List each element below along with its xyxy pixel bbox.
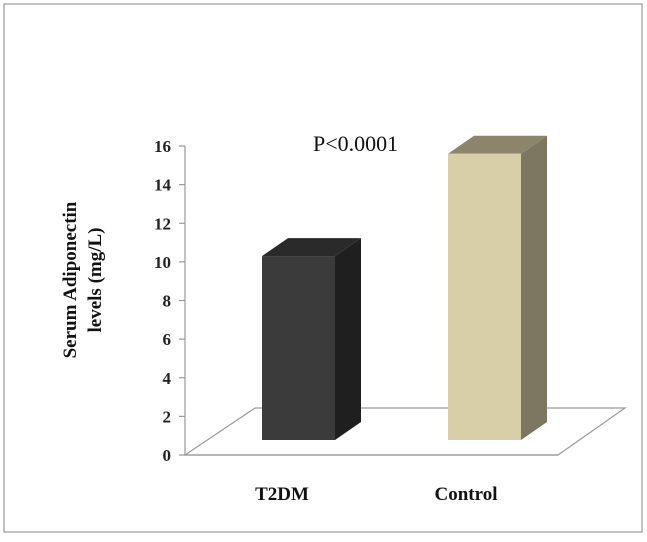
bar-front-face: [262, 256, 335, 440]
bar-top-face: [262, 238, 361, 257]
bar-t2dm: [262, 238, 361, 440]
bar-side-face: [335, 238, 361, 440]
y-tick-label: 0: [163, 446, 172, 465]
y-tick-label: 16: [154, 137, 171, 156]
y-tick-label: 14: [154, 176, 172, 195]
bar-top-face: [448, 135, 547, 154]
bar-side-face: [521, 135, 547, 440]
y-axis-label: Serum Adiponectin levels (mg/L): [60, 201, 106, 358]
y-tick-label: 8: [163, 292, 172, 311]
bar-control: [448, 135, 547, 440]
y-tick-label: 6: [163, 330, 172, 349]
p-value-annotation: P<0.0001: [313, 131, 398, 156]
y-axis: 0 2 4 6 8 10 12 14 16: [154, 137, 186, 465]
y-axis-label-line: Serum Adiponectin: [60, 201, 81, 358]
y-tick-label: 4: [163, 369, 172, 388]
y-tick-label: 10: [154, 253, 171, 272]
chart-floor: [183, 407, 627, 456]
y-axis-label-line: levels (mg/L): [85, 227, 106, 332]
y-tick-label: 12: [154, 214, 171, 233]
category-labels: T2DM Control: [255, 484, 497, 505]
bar-front-face: [448, 153, 521, 440]
bars: [262, 135, 547, 440]
x-category-label: Control: [435, 484, 498, 505]
x-category-label: T2DM: [255, 484, 309, 505]
y-tick-label: 2: [163, 407, 172, 426]
